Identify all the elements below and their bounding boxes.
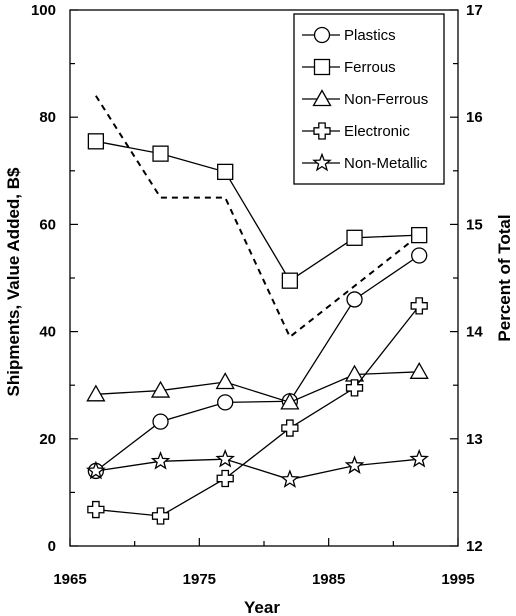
- y-right-tick-label: 13: [466, 431, 483, 448]
- x-tick-label: 1965: [53, 571, 86, 588]
- series-line-plastics: [95, 254, 420, 472]
- y-right-tick-label: 17: [466, 2, 483, 19]
- data-point-non-ferrous: [150, 380, 171, 398]
- data-point-plastics: [411, 247, 428, 264]
- y-right-tick-label: 16: [466, 109, 483, 126]
- data-point-non-metallic: [215, 448, 236, 468]
- data-point-electronic: [345, 379, 364, 397]
- legend-label-non-ferrous: Non-Ferrous: [344, 91, 428, 108]
- y-axis-left-title: Shipments, Value Added, B$: [4, 167, 23, 396]
- y-right-tick-label: 15: [466, 216, 483, 233]
- data-point-non-metallic: [344, 455, 365, 474]
- data-point-non-ferrous: [280, 392, 300, 410]
- data-point-ferrous: [281, 272, 299, 289]
- data-point-electronic: [216, 469, 234, 488]
- axes: 1965 1975 1985 1995 0 20 40 60 80 100 12 13 14 15 16 17: [31, 2, 483, 588]
- data-point-ferrous: [346, 229, 363, 246]
- data-point-non-ferrous: [409, 361, 429, 379]
- legend-label-plastics: Plastics: [344, 27, 396, 44]
- data-point-electronic: [410, 297, 428, 315]
- x-axis-title: Year: [244, 598, 280, 616]
- data-point-plastics: [217, 394, 234, 411]
- series-line-non-ferrous: [95, 371, 420, 404]
- y-left-tick-label: 0: [48, 538, 56, 555]
- data-point-electronic: [87, 500, 105, 519]
- data-point-ferrous: [87, 133, 105, 150]
- legend-marker-non-metallic: [312, 152, 332, 172]
- data-point-non-ferrous: [344, 364, 365, 382]
- data-point-non-metallic: [150, 450, 171, 470]
- y-axis-right-title: Percent of Total: [495, 214, 514, 341]
- y-left-tick-label: 40: [39, 324, 56, 341]
- series-ferrous: [87, 133, 428, 289]
- data-point-plastics: [346, 291, 363, 308]
- y-right-tick-label: 14: [466, 324, 483, 341]
- legend-label-electronic: Electronic: [344, 123, 410, 140]
- series-line-ferrous: [95, 140, 420, 282]
- legend-label-ferrous: Ferrous: [344, 59, 396, 76]
- data-point-ferrous: [152, 145, 169, 162]
- data-point-non-metallic: [86, 460, 106, 480]
- series-electronic: [87, 297, 428, 525]
- data-point-electronic: [151, 507, 170, 525]
- legend-label-non-metallic: Non-Metallic: [344, 155, 428, 172]
- legend-marker-non-ferrous: [312, 89, 332, 107]
- y-left-tick-label: 80: [39, 109, 56, 126]
- y-right-tick-label: 12: [466, 538, 483, 555]
- data-point-non-metallic: [409, 448, 430, 468]
- series-layer: [86, 133, 430, 525]
- series-non-metallic: [86, 448, 430, 488]
- legend-marker-plastics: [313, 26, 331, 44]
- axis-titles: Year Shipments, Value Added, B$ Percent …: [4, 167, 514, 616]
- legend-marker-ferrous: [313, 58, 331, 76]
- legend: Plastics Ferrous Non-Ferrous Electronic Non-…: [293, 13, 445, 185]
- y-left-tick-label: 20: [39, 431, 56, 448]
- data-point-electronic: [281, 419, 299, 437]
- data-point-plastics: [152, 413, 169, 430]
- legend-marker-electronic: [313, 122, 331, 140]
- data-point-ferrous: [217, 163, 234, 181]
- x-tick-label: 1985: [312, 571, 345, 588]
- y-left-tick-label: 60: [39, 216, 56, 233]
- x-tick-label: 1995: [441, 571, 474, 588]
- percent-of-total-series: [95, 95, 420, 339]
- x-tick-label: 1975: [183, 571, 216, 588]
- series-plastics: [87, 247, 428, 480]
- series-line-non-metallic: [95, 458, 420, 481]
- data-point-non-ferrous: [215, 372, 235, 390]
- y-left-tick-label: 100: [31, 2, 56, 19]
- data-point-non-metallic: [280, 469, 300, 488]
- series-line-electronic: [95, 305, 420, 517]
- data-point-non-ferrous: [86, 384, 106, 402]
- percent-of-total-line: [95, 95, 420, 339]
- data-point-ferrous: [411, 226, 428, 244]
